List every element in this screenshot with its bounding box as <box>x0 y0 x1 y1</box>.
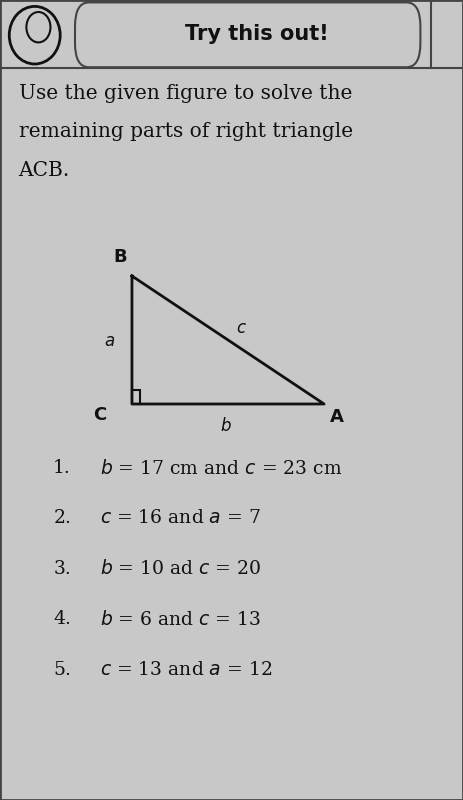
Bar <box>132 390 140 404</box>
Text: $c$ = 16 and $a$ = 7: $c$ = 16 and $a$ = 7 <box>100 510 260 527</box>
Text: $c$ = 13 and $a$ = 12: $c$ = 13 and $a$ = 12 <box>100 661 272 678</box>
Text: 5.: 5. <box>53 661 71 678</box>
Text: a: a <box>105 332 115 350</box>
Text: b: b <box>220 417 231 435</box>
Ellipse shape <box>9 6 60 64</box>
Text: C: C <box>93 406 106 424</box>
Text: $b$ = 10 ad $c$ = 20: $b$ = 10 ad $c$ = 20 <box>100 559 261 578</box>
Text: Use the given figure to solve the: Use the given figure to solve the <box>19 84 352 103</box>
Text: B: B <box>114 248 127 266</box>
Text: $b$ = 17 cm and $c$ = 23 cm: $b$ = 17 cm and $c$ = 23 cm <box>100 458 342 478</box>
Text: ACB.: ACB. <box>19 161 70 180</box>
Text: remaining parts of right triangle: remaining parts of right triangle <box>19 122 353 142</box>
Text: 3.: 3. <box>53 560 71 578</box>
Text: Try this out!: Try this out! <box>185 24 329 44</box>
Text: 4.: 4. <box>53 610 71 628</box>
Text: A: A <box>330 408 344 426</box>
Text: c: c <box>236 319 245 337</box>
FancyBboxPatch shape <box>75 2 420 67</box>
Text: 2.: 2. <box>53 510 71 527</box>
Text: 1.: 1. <box>53 459 71 477</box>
Text: $b$ = 6 and $c$ = 13: $b$ = 6 and $c$ = 13 <box>100 610 261 629</box>
